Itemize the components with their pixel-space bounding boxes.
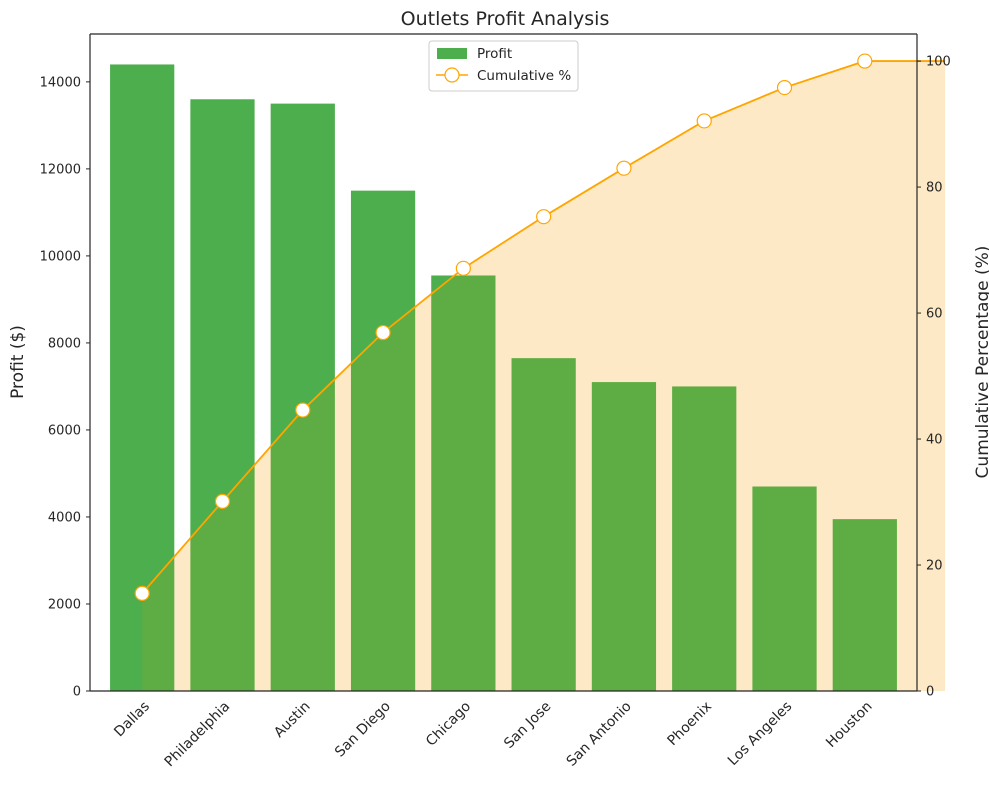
y-tick-label-left: 6000 <box>48 423 81 438</box>
cumulative-point-dallas <box>134 585 150 601</box>
y-tick-label-left: 0 <box>73 685 81 700</box>
bar-los-angeles <box>752 486 817 691</box>
cumulative-point-houston <box>857 53 873 69</box>
legend-marker-swatch <box>444 67 460 83</box>
cumulative-point-los-angeles <box>776 79 793 96</box>
cumulative-point-philadelphia <box>214 493 231 509</box>
y-tick-label-left: 8000 <box>48 336 81 351</box>
bar-philadelphia <box>190 99 255 692</box>
chart-title: Outlets Profit Analysis <box>401 8 610 30</box>
y-tick-label-right: 0 <box>926 685 934 700</box>
y-tick-label-right: 20 <box>926 559 943 574</box>
legend-bar-swatch <box>437 48 467 59</box>
x-tick-label-san-antonio: San Antonio <box>564 699 635 770</box>
bar-san-diego <box>350 190 416 692</box>
y-tick-label-left: 4000 <box>48 510 81 525</box>
cumulative-point-san-jose <box>536 209 552 225</box>
y-axis-title-left: Profit ($) <box>8 325 28 399</box>
legend-label-profit: Profit <box>477 46 512 62</box>
cumulative-point-phoenix <box>696 113 712 129</box>
bar-houston <box>832 519 897 691</box>
y-tick-label-left: 12000 <box>40 162 81 177</box>
x-tick-label-philadelphia: Philadelphia <box>162 699 234 771</box>
x-tick-label-los-angeles: Los Angeles <box>725 699 795 769</box>
x-tick-label-san-diego: San Diego <box>332 699 394 761</box>
bar-san-antonio <box>591 382 657 691</box>
x-tick-label-austin: Austin <box>271 699 313 741</box>
y-tick-label-left: 10000 <box>40 249 81 264</box>
label-layer: Outlets Profit Analysis Profit ($) Cumul… <box>8 8 989 478</box>
y-tick-label-left: 2000 <box>48 597 81 612</box>
cumulative-area-overlay <box>142 61 946 691</box>
bar-layer <box>110 61 946 692</box>
cumulative-point-austin <box>295 402 311 418</box>
x-tick-label-chicago: Chicago <box>423 699 474 750</box>
bar-chicago <box>431 275 496 691</box>
y-tick-label-right: 80 <box>926 181 943 196</box>
y-tick-label-right: 40 <box>926 433 943 448</box>
cumulative-point-san-diego <box>375 324 391 341</box>
x-tick-label-phoenix: Phoenix <box>664 699 715 750</box>
y-tick-label-left: 14000 <box>40 75 81 90</box>
x-tick-label-san-jose: San Jose <box>501 699 554 752</box>
x-tick-label-houston: Houston <box>823 699 875 751</box>
legend: Profit Cumulative % <box>428 40 579 92</box>
x-tick-label-dallas: Dallas <box>111 699 153 741</box>
legend-label-cumulative: Cumulative % <box>477 68 571 84</box>
bar-san-jose <box>511 358 576 691</box>
cumulative-line-layer <box>134 53 946 601</box>
y-axis-title-right: Cumulative Percentage (%) <box>973 246 989 479</box>
bar-phoenix <box>672 386 737 691</box>
y-tick-label-right: 100 <box>926 55 951 70</box>
y-tick-label-right: 60 <box>926 307 943 322</box>
cumulative-point-chicago <box>455 260 471 276</box>
cumulative-point-san-antonio <box>616 160 632 176</box>
bar-austin <box>270 103 335 691</box>
